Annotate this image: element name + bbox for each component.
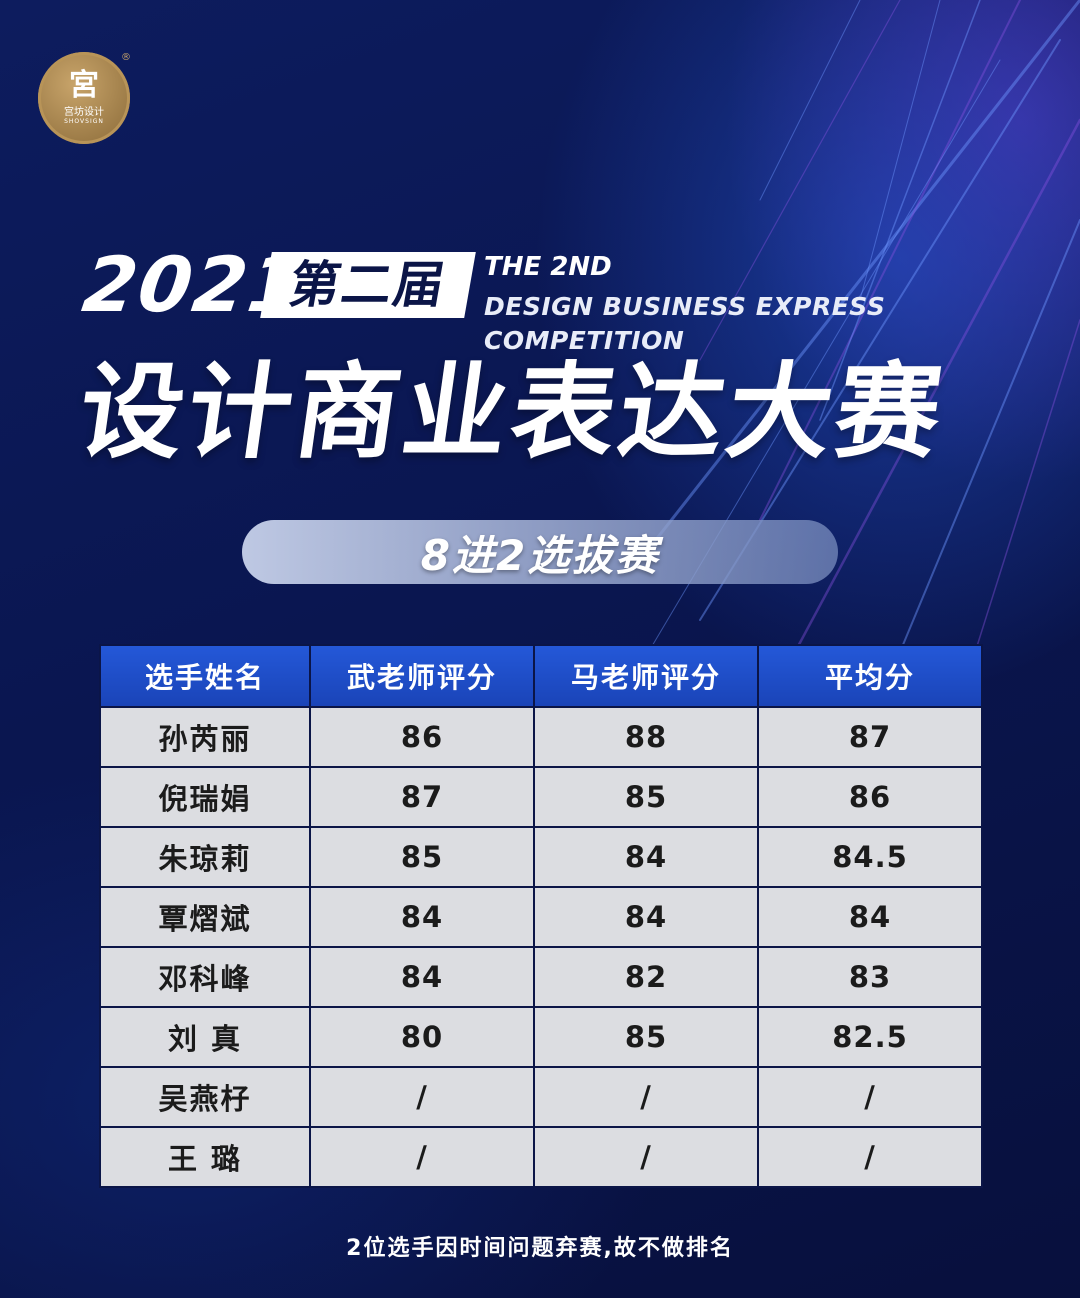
score-ma: / [533, 1126, 759, 1188]
score-wu: 87 [309, 766, 535, 828]
table-row: 倪瑞娟 87 85 86 [99, 766, 983, 828]
logo-text: 宫坊设计 [64, 107, 104, 118]
score-ma: 82 [533, 946, 759, 1008]
table-row: 王 璐 / / / [99, 1126, 983, 1188]
brand-logo: 宮 宫坊设计 SHOVSIGN [38, 52, 130, 144]
score-average: 86 [757, 766, 983, 828]
score-table: 选手姓名 武老师评分 马老师评分 平均分 孙芮丽 86 88 87 倪瑞娟 87… [99, 644, 983, 1188]
registered-mark: ® [121, 52, 131, 63]
score-wu: 84 [309, 886, 535, 948]
score-wu: 84 [309, 946, 535, 1008]
table-row: 孙芮丽 86 88 87 [99, 706, 983, 768]
table-row: 朱琼莉 85 84 84.5 [99, 826, 983, 888]
table-row: 刘 真 80 85 82.5 [99, 1006, 983, 1068]
english-subtitle-line2: DESIGN BUSINESS EXPRESS COMPETITION [484, 292, 886, 355]
score-wu: 86 [309, 706, 535, 768]
column-header-average: 平均分 [757, 644, 983, 708]
light-streaks-decoration [619, 0, 1080, 701]
column-header-name: 选手姓名 [99, 644, 311, 708]
score-average: / [757, 1066, 983, 1128]
column-header-score-wu: 武老师评分 [309, 644, 535, 708]
table-row: 吴燕杍 / / / [99, 1066, 983, 1128]
logo-building-icon: 宮 [69, 68, 99, 103]
logo-subtext: SHOVSIGN [64, 118, 104, 125]
contestant-name: 刘 真 [99, 1006, 311, 1068]
score-average: 84 [757, 886, 983, 948]
english-subtitle-line1: THE 2ND [484, 252, 612, 282]
score-ma: / [533, 1066, 759, 1128]
round-banner: 8进2选拔赛 [242, 520, 838, 584]
score-wu: 80 [309, 1006, 535, 1068]
table-row: 覃熠斌 84 84 84 [99, 886, 983, 948]
score-wu: 85 [309, 826, 535, 888]
score-wu: / [309, 1126, 535, 1188]
contestant-name: 朱琼莉 [99, 826, 311, 888]
score-ma: 85 [533, 766, 759, 828]
score-average: / [757, 1126, 983, 1188]
score-average: 84.5 [757, 826, 983, 888]
score-ma: 88 [533, 706, 759, 768]
table-header-row: 选手姓名 武老师评分 马老师评分 平均分 [99, 644, 983, 708]
score-average: 83 [757, 946, 983, 1008]
contestant-name: 邓科峰 [99, 946, 311, 1008]
score-average: 82.5 [757, 1006, 983, 1068]
score-ma: 84 [533, 886, 759, 948]
page-title: 设计商业表达大赛 [71, 351, 953, 473]
table-row: 邓科峰 84 82 83 [99, 946, 983, 1008]
footnote: 2位选手因时间问题弃赛,故不做排名 [346, 1236, 734, 1261]
edition-badge: 第二届 [260, 252, 476, 318]
contestant-name: 吴燕杍 [99, 1066, 311, 1128]
contestant-name: 覃熠斌 [99, 886, 311, 948]
score-average: 87 [757, 706, 983, 768]
round-label: 8进2选拔赛 [420, 530, 660, 580]
contestant-name: 王 璐 [99, 1126, 311, 1188]
contestant-name: 倪瑞娟 [99, 766, 311, 828]
column-header-score-ma: 马老师评分 [533, 644, 759, 708]
score-ma: 84 [533, 826, 759, 888]
contestant-name: 孙芮丽 [99, 706, 311, 768]
score-ma: 85 [533, 1006, 759, 1068]
score-wu: / [309, 1066, 535, 1128]
